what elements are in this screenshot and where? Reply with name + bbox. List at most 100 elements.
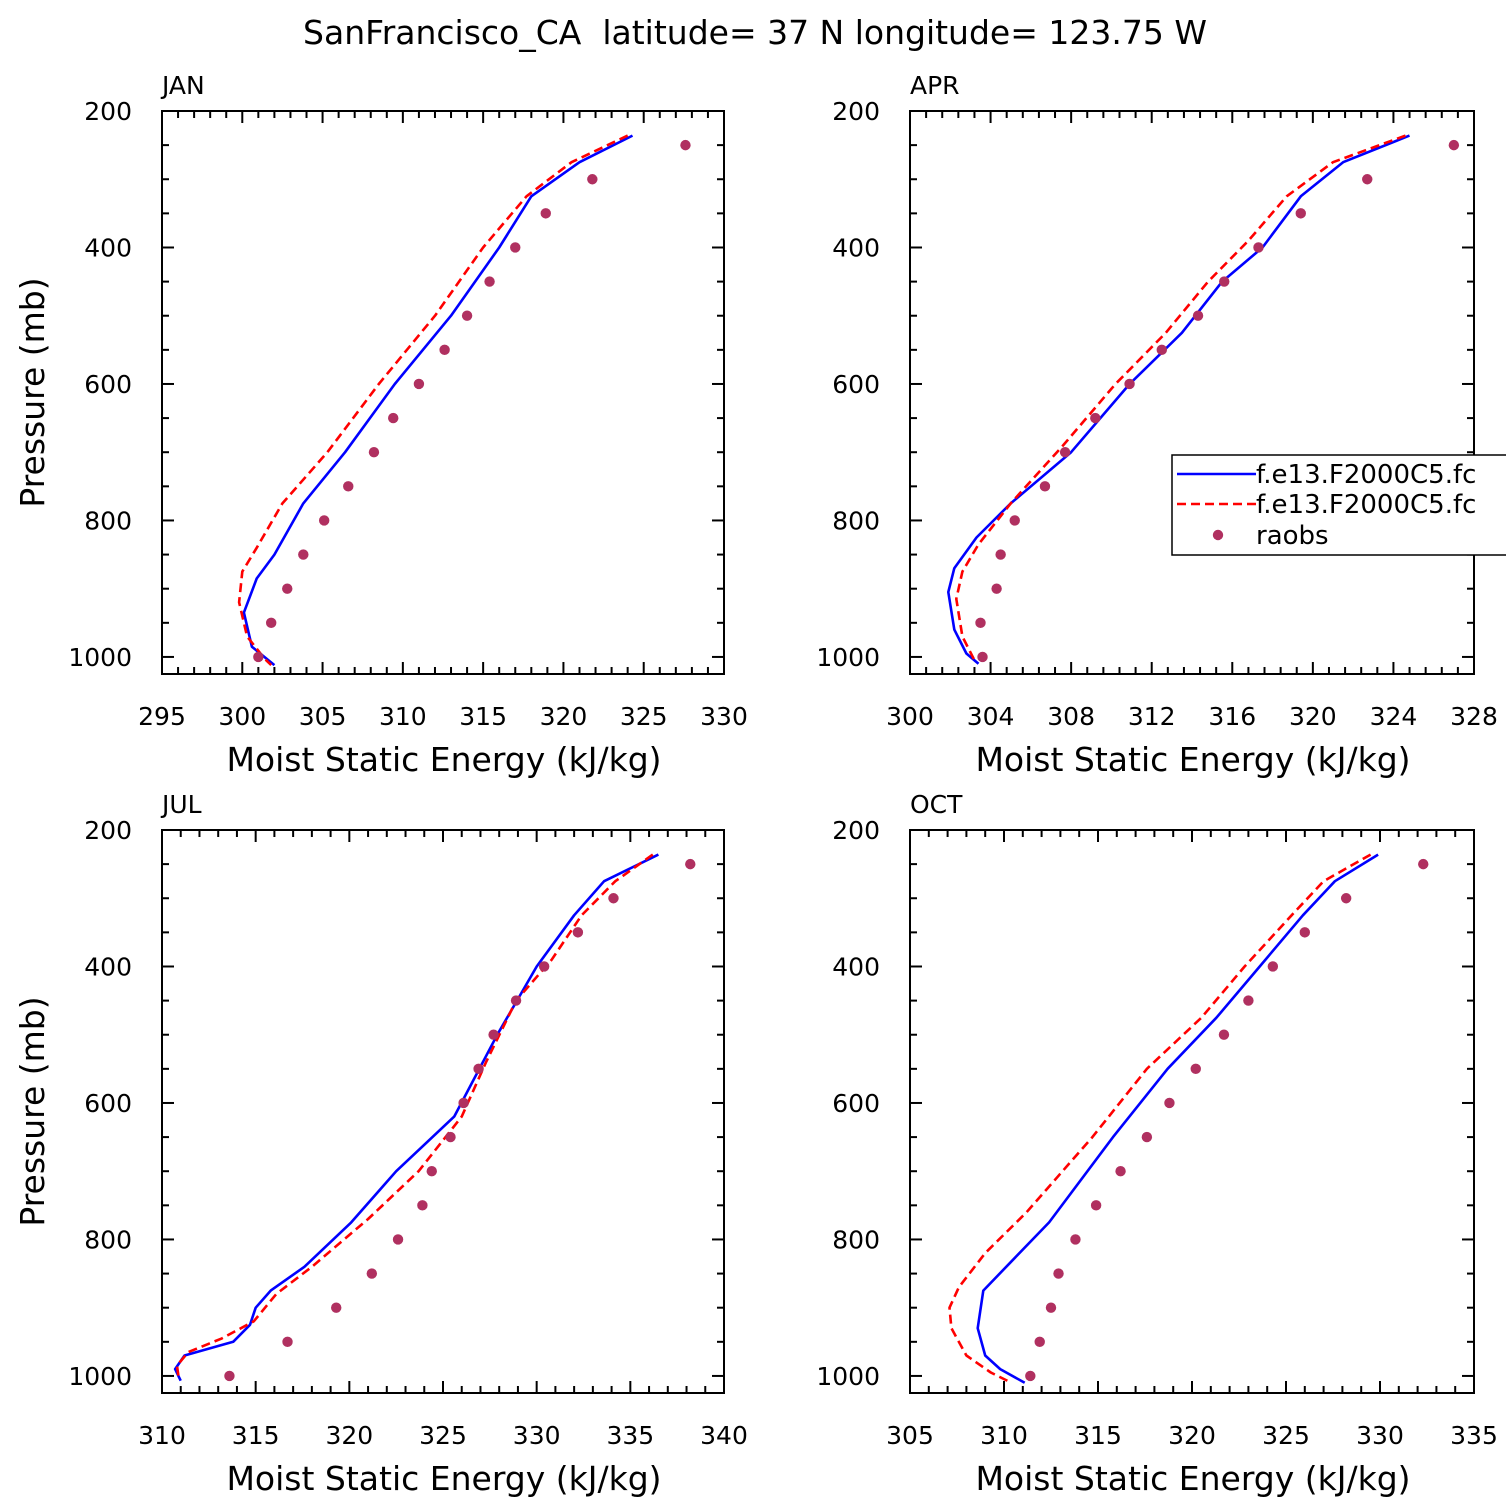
model-line-solid <box>173 853 659 1382</box>
legend-label: f.e13.F2000C5.fc <box>1256 460 1476 490</box>
panel-oct: OCT 305 310 315 320 325 330 335 200 400 600 800 1000… <box>816 790 1497 1498</box>
plot-area <box>237 134 691 667</box>
raobs-point <box>1039 481 1051 492</box>
raobs-point <box>608 893 619 904</box>
y-axis-title: Pressure (mb) <box>13 996 52 1226</box>
raobs-point <box>1448 139 1460 151</box>
raobs-point <box>977 651 988 663</box>
raobs-point <box>1267 961 1279 972</box>
raobs-point <box>1141 1131 1153 1143</box>
raobs-point <box>1115 1166 1126 1177</box>
raobs-point <box>488 1029 499 1040</box>
y-tick-label: 800 <box>832 506 880 535</box>
panel-jul: JUL 310 315 320 325 330 335 340 200 400 600 800 1000… <box>13 790 748 1498</box>
panels: JAN 295 300 305 310 315 320 325 330 200 400 600 800 1… <box>13 71 1498 1498</box>
x-tick-label: 312 <box>1128 702 1176 731</box>
panel-label: JAN <box>160 71 205 100</box>
x-tick-label: 310 <box>980 1421 1028 1450</box>
y-tick-label: 200 <box>84 97 132 126</box>
raobs-point <box>343 481 354 492</box>
raobs-point <box>1340 893 1352 904</box>
raobs-point <box>1362 174 1373 185</box>
raobs-point <box>1164 1097 1175 1109</box>
model-line-solid <box>242 134 634 667</box>
x-tick-label: 315 <box>1074 1421 1122 1450</box>
x-tick-label: 305 <box>886 1421 934 1450</box>
x-tick-label: 300 <box>886 702 934 731</box>
plot-frame <box>909 829 1475 1394</box>
raobs-point <box>510 995 522 1006</box>
raobs-point <box>413 378 425 390</box>
raobs-point <box>1218 1029 1230 1040</box>
legend-swatch-point <box>1212 529 1224 541</box>
raobs-point <box>1192 310 1204 321</box>
raobs-point <box>1090 412 1101 424</box>
raobs-point <box>1034 1336 1045 1348</box>
y-tick-label: 1000 <box>816 643 880 672</box>
x-tick-label: 316 <box>1208 702 1256 731</box>
raobs-point <box>282 1336 293 1348</box>
raobs-point <box>298 549 309 560</box>
y-tick-label: 800 <box>832 1225 880 1254</box>
x-tick-label: 308 <box>1047 702 1095 731</box>
raobs-point <box>366 1268 378 1279</box>
x-tick-label: 340 <box>700 1421 748 1450</box>
panel-jan: JAN 295 300 305 310 315 320 325 330 200 400 600 800 1… <box>13 71 748 779</box>
y-tick-label: 1000 <box>68 1362 132 1391</box>
raobs-point <box>1243 995 1254 1006</box>
raobs-point <box>1253 242 1264 253</box>
raobs-point <box>1045 1302 1057 1313</box>
raobs-point <box>1053 1268 1064 1279</box>
raobs-point <box>540 208 551 219</box>
raobs-point <box>1124 378 1135 390</box>
x-tick-label: 330 <box>1356 1421 1404 1450</box>
y-tick-label: 400 <box>832 952 880 981</box>
x-tick-label: 320 <box>1168 1421 1216 1450</box>
raobs-point <box>224 1370 235 1382</box>
raobs-point <box>1059 447 1071 458</box>
y-tick-label: 400 <box>84 952 132 981</box>
panel-apr: APR 300 304 308 312 316 320 324 328 200 400 600 800 1… <box>816 71 1497 779</box>
raobs-point <box>484 276 495 287</box>
raobs-point <box>388 412 399 424</box>
plot-frame <box>909 110 1475 675</box>
plot-area <box>946 134 1460 665</box>
figure-title: SanFrancisco_CA latitude= 37 N longitude… <box>303 13 1207 52</box>
raobs-point <box>445 1131 456 1143</box>
plot-area <box>948 853 1429 1384</box>
raobs-point <box>995 549 1006 560</box>
raobs-point <box>265 617 277 629</box>
raobs-point <box>1090 1200 1102 1211</box>
y-tick-label: 200 <box>84 816 132 845</box>
x-tick-label: 295 <box>138 702 186 731</box>
x-axis-title: Moist Static Energy (kJ/kg) <box>226 740 661 779</box>
panel-label: OCT <box>910 790 963 819</box>
raobs-point <box>685 858 696 870</box>
x-axis-title: Moist Static Energy (kJ/kg) <box>226 1459 661 1498</box>
x-tick-label: 328 <box>1450 702 1498 731</box>
y-tick-label: 400 <box>832 233 880 262</box>
raobs-point <box>417 1200 428 1211</box>
panel-label: APR <box>910 71 960 100</box>
x-tick-label: 315 <box>232 1421 280 1450</box>
x-tick-label: 300 <box>218 702 266 731</box>
raobs-point <box>538 961 550 972</box>
raobs-point <box>1009 515 1020 526</box>
x-tick-label: 315 <box>459 702 507 731</box>
raobs-point <box>439 344 450 356</box>
y-tick-label: 800 <box>84 1225 132 1254</box>
raobs-point <box>426 1166 437 1177</box>
raobs-point <box>368 447 380 458</box>
raobs-point <box>1299 927 1311 938</box>
x-tick-label: 324 <box>1370 702 1418 731</box>
raobs-point <box>282 583 293 594</box>
x-tick-label: 325 <box>419 1421 467 1450</box>
y-tick-label: 600 <box>84 370 132 399</box>
y-tick-label: 600 <box>832 1089 880 1118</box>
model-line-dashed <box>954 134 1406 661</box>
y-tick-label: 800 <box>84 506 132 535</box>
x-tick-label: 325 <box>1262 1421 1310 1450</box>
x-tick-label: 335 <box>606 1421 654 1450</box>
